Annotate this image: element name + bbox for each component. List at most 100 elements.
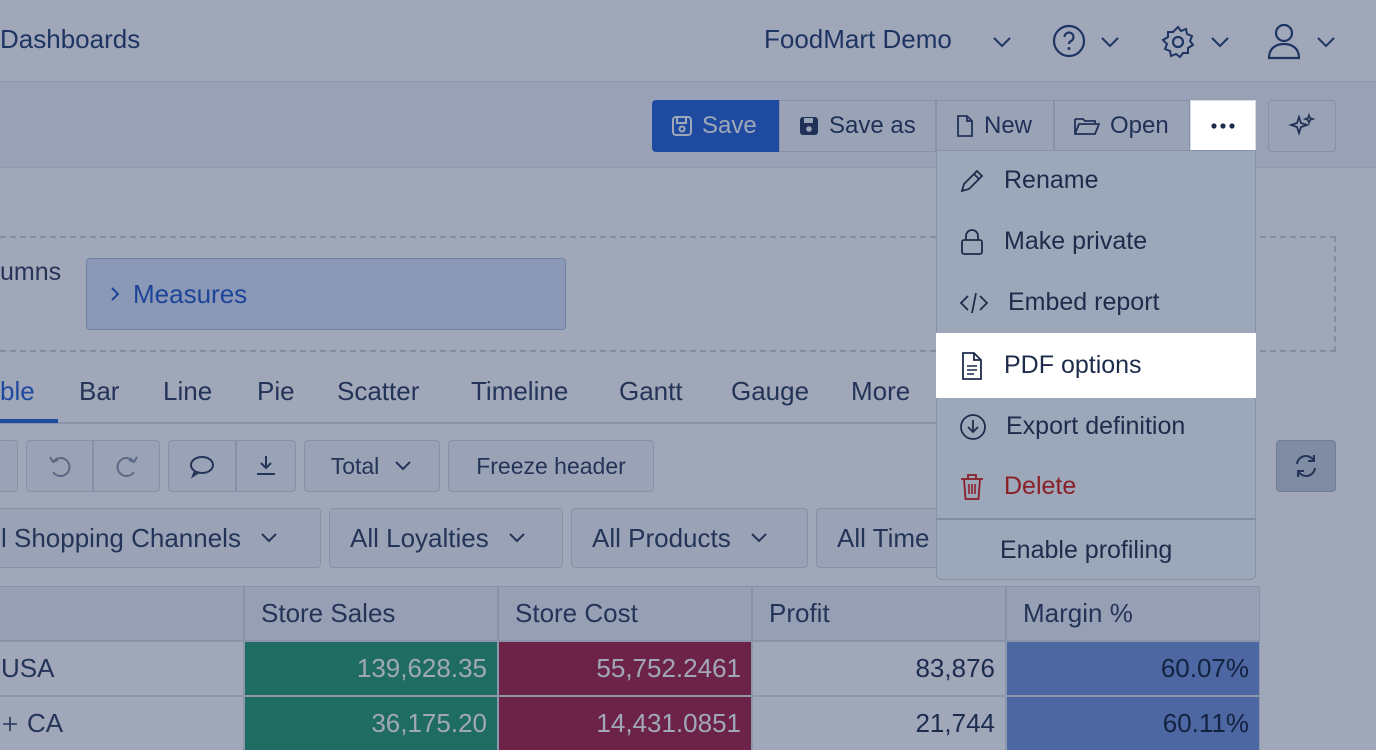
chevron-down-icon[interactable] — [1208, 32, 1232, 52]
grid-button-partial[interactable] — [0, 440, 18, 492]
lock-icon — [958, 228, 986, 256]
table-cell: 60.07% — [1006, 641, 1260, 696]
freeze-header-label: Freeze header — [476, 452, 626, 479]
open-button[interactable]: Open — [1054, 100, 1190, 152]
menu-item-label: Make private — [1004, 227, 1148, 255]
column-header-store-cost[interactable]: Store Cost — [498, 586, 752, 641]
chevron-down-icon — [393, 459, 413, 473]
row-label: USA — [1, 653, 55, 683]
table-cell: 60.11% — [1006, 696, 1260, 750]
chevron-right-icon — [109, 285, 121, 303]
tab-gauge[interactable]: Gauge — [731, 376, 810, 406]
chevron-down-icon[interactable] — [990, 32, 1014, 52]
menu-item-label: Export definition — [1006, 412, 1186, 440]
table-cell: 83,876 — [752, 641, 1006, 696]
total-label: Total — [330, 452, 380, 479]
columns-dropzone[interactable] — [0, 236, 1336, 352]
measures-label: Measures — [133, 278, 248, 309]
ellipsis-icon — [1210, 122, 1236, 130]
undo-button[interactable] — [26, 440, 93, 492]
save-label: Save — [702, 112, 757, 139]
columns-label: umns — [0, 258, 62, 286]
menu-item-label: Rename — [1004, 166, 1099, 194]
freeze-header-button[interactable]: Freeze header — [448, 440, 654, 492]
sparkle-icon — [1288, 112, 1316, 140]
tab-gantt[interactable]: Gantt — [619, 376, 683, 406]
filter-loyalties[interactable]: All Loyalties — [329, 508, 563, 568]
user-icon[interactable] — [1266, 22, 1302, 60]
document-icon — [958, 351, 986, 381]
project-selector[interactable]: FoodMart Demo — [764, 24, 952, 54]
save-as-button[interactable]: Save as — [779, 100, 936, 152]
menu-item-rename[interactable]: Rename — [936, 150, 1256, 211]
tab-bar[interactable]: Bar — [79, 376, 120, 406]
tab-line[interactable]: Line — [163, 376, 213, 406]
tab-more[interactable]: More — [851, 376, 911, 406]
menu-item-delete[interactable]: Delete — [936, 456, 1256, 517]
code-icon — [958, 289, 990, 317]
chevron-down-icon — [749, 531, 769, 545]
folder-open-icon — [1073, 115, 1101, 137]
document-icon — [955, 114, 975, 138]
save-as-label: Save as — [829, 112, 916, 139]
visualization-tabs — [0, 372, 980, 424]
chevron-down-icon[interactable] — [1314, 32, 1338, 52]
more-options-button[interactable] — [1190, 100, 1256, 152]
filter-products[interactable]: All Products — [571, 508, 808, 568]
export-button[interactable] — [236, 440, 296, 492]
new-button[interactable]: New — [936, 100, 1054, 152]
gear-icon[interactable] — [1160, 24, 1196, 60]
table-cell: 14,431.0851 — [498, 696, 752, 750]
download-tray-icon — [254, 453, 278, 479]
redo-button[interactable] — [93, 440, 160, 492]
menu-item-label: Delete — [1004, 472, 1077, 500]
column-header-store-sales[interactable]: Store Sales — [244, 586, 498, 641]
app-brand[interactable]: Dashboards — [0, 24, 141, 54]
menu-item-label: Embed report — [1008, 288, 1160, 316]
tab-table[interactable]: ble — [0, 376, 35, 406]
row-label: CA — [27, 708, 64, 738]
menu-item-embed-report[interactable]: Embed report — [936, 272, 1256, 333]
column-header-margin[interactable]: Margin % — [1006, 586, 1260, 641]
refresh-button[interactable] — [1276, 440, 1336, 492]
save-button[interactable]: Save — [652, 100, 779, 152]
filter-label: All Time — [837, 522, 930, 553]
comment-button[interactable] — [168, 440, 236, 492]
chevron-down-icon — [507, 531, 527, 545]
column-header-profit[interactable]: Profit — [752, 586, 1006, 641]
filter-label: All Loyalties — [350, 522, 489, 553]
tab-scatter[interactable]: Scatter — [337, 376, 420, 406]
table-corner-header — [0, 586, 244, 641]
open-label: Open — [1110, 112, 1169, 139]
menu-item-label: Enable profiling — [1000, 536, 1173, 564]
table-cell: 55,752.2461 — [498, 641, 752, 696]
table-cell: 36,175.20 — [244, 696, 498, 750]
download-circle-icon — [958, 412, 988, 442]
measures-chip[interactable]: Measures — [86, 258, 566, 330]
row-header-ca[interactable]: CA — [0, 696, 244, 750]
menu-item-export-definition[interactable]: Export definition — [936, 396, 1256, 457]
table-cell: 21,744 — [752, 696, 1006, 750]
chevron-down-icon — [259, 531, 279, 545]
floppy-icon — [671, 115, 693, 137]
floppy-filled-icon — [798, 115, 820, 137]
filter-shopping-channels[interactable]: l Shopping Channels — [0, 508, 321, 568]
new-label: New — [984, 112, 1033, 139]
row-header-usa[interactable]: USA — [0, 641, 244, 696]
menu-item-label: PDF options — [1004, 351, 1142, 379]
menu-divider — [936, 518, 1256, 520]
tab-pie[interactable]: Pie — [257, 376, 295, 406]
chevron-down-icon[interactable] — [1098, 32, 1122, 52]
help-icon[interactable] — [1052, 24, 1086, 58]
total-dropdown[interactable]: Total — [304, 440, 440, 492]
menu-item-enable-profiling[interactable]: Enable profiling — [936, 520, 1256, 581]
tab-timeline[interactable]: Timeline — [471, 376, 569, 406]
filter-time[interactable]: All Time — [816, 508, 996, 568]
expand-plus-icon[interactable] — [1, 715, 19, 733]
ai-assist-button[interactable] — [1268, 100, 1336, 152]
undo-icon — [47, 453, 73, 479]
filter-label: All Products — [592, 522, 731, 553]
menu-item-pdf-options[interactable]: PDF options — [936, 333, 1256, 398]
menu-item-make-private[interactable]: Make private — [936, 211, 1256, 272]
table-cell: 139,628.35 — [244, 641, 498, 696]
